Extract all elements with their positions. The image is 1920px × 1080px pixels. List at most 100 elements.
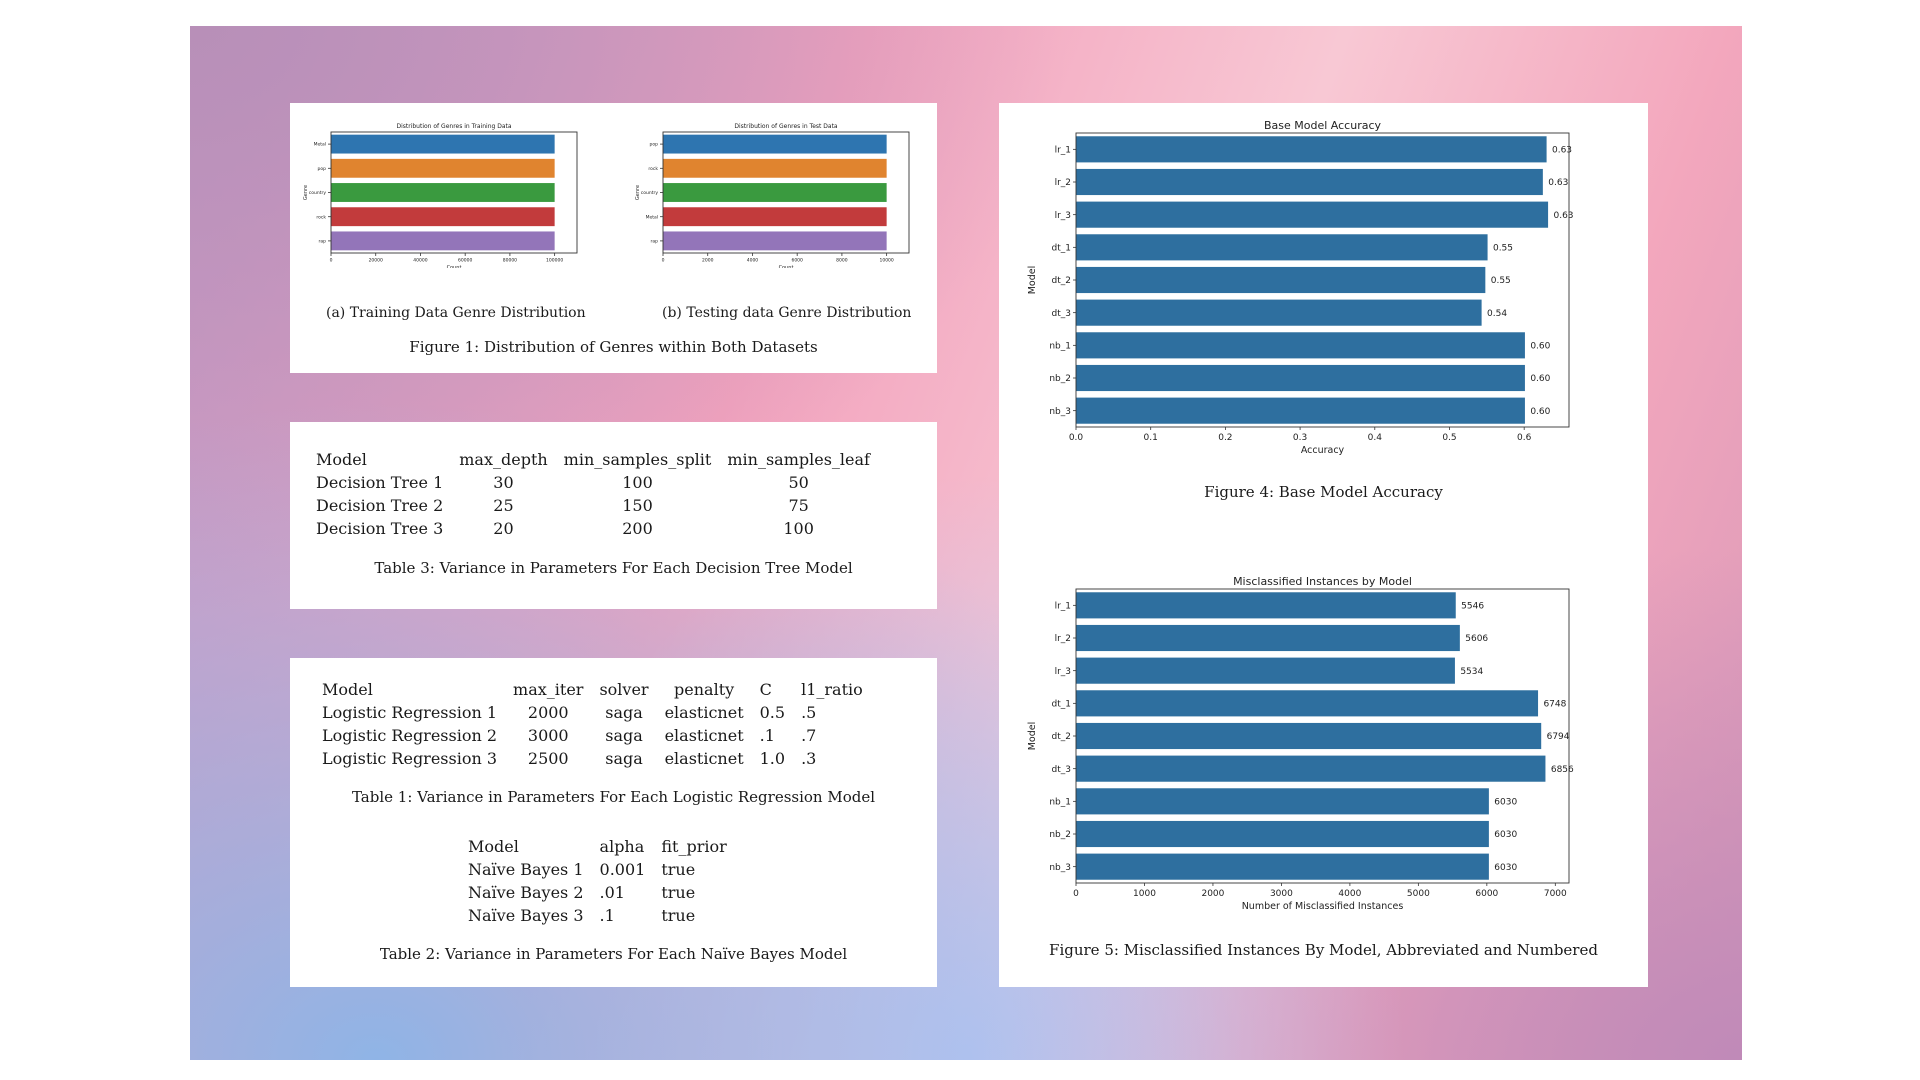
table1-cell: elasticnet	[664, 726, 744, 745]
table3-header: max_depth	[459, 450, 548, 469]
figure1-caption: Figure 1: Distribution of Genres within …	[409, 338, 818, 356]
x-tick-label: 0.6	[1517, 433, 1532, 443]
chart-title: Distribution of Genres in Training Data	[396, 123, 511, 130]
table3-cell: 100	[622, 473, 653, 492]
table1-header: C	[759, 680, 772, 699]
bar	[663, 207, 887, 227]
table1-cell: 2500	[527, 749, 569, 768]
table3-cell: Decision Tree 1	[316, 473, 444, 492]
table3-header-row: Model max_depth min_samples_split min_sa…	[308, 448, 878, 471]
plot-frame	[1075, 132, 1570, 428]
table1: Model max_iter solver penalty C l1_ratio…	[314, 678, 871, 770]
x-tick-label: 6000	[791, 258, 803, 264]
y-tick-label: lr_3	[1055, 211, 1071, 221]
figure1-subcaption-a: (a) Training Data Genre Distribution	[326, 305, 586, 321]
table3-cell: 30	[493, 473, 514, 492]
table2-cell: true	[661, 860, 696, 879]
table3-row: Decision Tree 2 25 150 75	[308, 494, 878, 517]
y-tick-label: dt_3	[1052, 765, 1071, 775]
figure4-caption: Figure 4: Base Model Accuracy	[1204, 483, 1443, 501]
data-label: 0.60	[1530, 374, 1550, 384]
bar	[1076, 234, 1488, 261]
table3: Model max_depth min_samples_split min_sa…	[308, 448, 878, 540]
plot-frame	[330, 131, 578, 254]
table1-cell: elasticnet	[664, 703, 744, 722]
bar	[331, 231, 555, 251]
table3-cell: 20	[493, 519, 514, 538]
tables-1-2-panel: Model max_iter solver penalty C l1_ratio…	[290, 658, 937, 987]
plot-frame	[1075, 588, 1570, 884]
table1-cell: elasticnet	[664, 749, 744, 768]
table3-cell: 100	[783, 519, 814, 538]
table3-row: Decision Tree 3 20 200 100	[308, 517, 878, 540]
table2-cell: .1	[599, 906, 615, 925]
table2-header: Model	[468, 837, 519, 856]
x-tick-label: 4000	[747, 258, 759, 264]
table2: Model alpha fit_prior Naïve Bayes 1 0.00…	[460, 835, 735, 927]
table2-header-row: Model alpha fit_prior	[460, 835, 735, 858]
table3-cell: 75	[788, 496, 809, 515]
table1-header-row: Model max_iter solver penalty C l1_ratio	[314, 678, 871, 701]
y-axis-label: Genre	[303, 185, 309, 200]
y-tick-label: nb_2	[1049, 830, 1071, 840]
table1-cell: 1.0	[759, 749, 786, 768]
bar	[1076, 788, 1489, 815]
bar	[1076, 657, 1455, 684]
data-label: 6794	[1547, 732, 1570, 742]
x-tick-label: 2000	[702, 258, 714, 264]
bar	[1076, 332, 1525, 359]
x-tick-label: 4000	[1338, 889, 1361, 899]
x-tick-label: 2000	[1201, 889, 1224, 899]
x-tick-label: 6000	[1475, 889, 1498, 899]
x-tick-label: 0	[1073, 889, 1079, 899]
bar	[1076, 364, 1525, 392]
table1-header: solver	[599, 680, 649, 699]
table1-header: Model	[322, 680, 373, 699]
data-label: 6030	[1494, 797, 1517, 807]
y-tick-label: Metal	[646, 214, 658, 220]
bar	[1076, 299, 1482, 326]
table1-row: Logistic Regression 1 2000 saga elasticn…	[314, 701, 871, 724]
y-tick-label: country	[641, 190, 659, 196]
genre-train-chart: Distribution of Genres in Training Data M…	[303, 123, 578, 268]
x-axis-label: Number of Misclassified Instances	[1242, 901, 1404, 912]
chart-title: Distribution of Genres in Test Data	[734, 123, 838, 130]
bar	[1076, 820, 1489, 848]
bar	[1076, 201, 1549, 228]
figure1-subcaption-b: (b) Testing data Genre Distribution	[662, 305, 912, 321]
table3-cell: Decision Tree 2	[316, 496, 444, 515]
data-label: 0.54	[1487, 309, 1507, 319]
y-axis-label: Model	[1027, 722, 1038, 751]
table1-header: max_iter	[513, 680, 584, 699]
x-axis-label: Accuracy	[1301, 445, 1345, 456]
bar	[663, 183, 887, 202]
x-tick-label: 0.5	[1442, 433, 1456, 443]
data-label: 0.60	[1530, 341, 1550, 351]
table1-cell: saga	[605, 703, 643, 722]
table3-cell: 150	[622, 496, 653, 515]
data-label: 5546	[1461, 601, 1484, 611]
table3-header: min_samples_leaf	[727, 450, 870, 469]
table1-cell: saga	[605, 726, 643, 745]
y-tick-label: dt_2	[1052, 732, 1071, 742]
y-tick-label: nb_3	[1049, 863, 1071, 873]
table1-cell: .5	[801, 703, 817, 722]
table1-cell: 2000	[527, 703, 569, 722]
bar	[1076, 592, 1456, 619]
y-tick-label: Metal	[314, 142, 326, 148]
figure5-caption: Figure 5: Misclassified Instances By Mod…	[1049, 941, 1598, 959]
y-tick-label: nb_1	[1049, 341, 1071, 351]
x-tick-label: 0.4	[1368, 433, 1383, 443]
chart-title: Misclassified Instances by Model	[1233, 575, 1412, 588]
data-label: 6030	[1494, 830, 1517, 840]
y-tick-label: rock	[316, 214, 326, 220]
x-tick-label: 0.3	[1293, 433, 1307, 443]
bar	[1076, 266, 1486, 294]
x-axis-label: Count	[779, 265, 794, 268]
y-tick-label: lr_3	[1055, 667, 1071, 677]
x-tick-label: 0.0	[1069, 433, 1084, 443]
table1-caption: Table 1: Variance in Parameters For Each…	[351, 788, 876, 806]
data-label: 0.55	[1493, 243, 1513, 253]
data-label: 0.60	[1530, 407, 1550, 417]
y-tick-label: lr_1	[1055, 145, 1071, 155]
